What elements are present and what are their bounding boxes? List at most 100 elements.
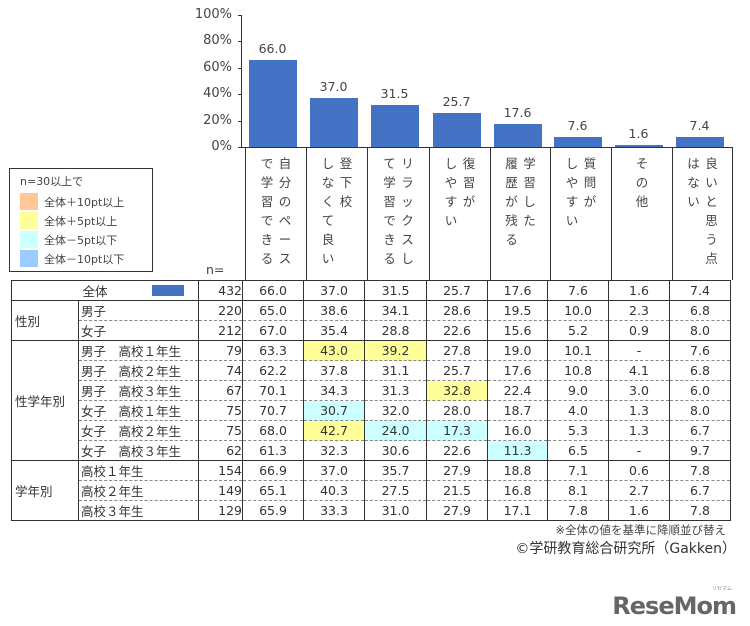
value-cell: 28.0 [426,400,488,421]
category-char: ク [401,213,414,228]
category-char: 質 [583,156,597,171]
value-cell: 8.0 [669,400,731,421]
value-cell: 6.8 [669,300,731,321]
row-sublabel: 男子 [78,300,199,321]
legend-swatch-blue [20,250,38,267]
value-cell: 19.5 [487,300,548,321]
row-sublabel: 女子 高校２年生 [78,420,199,441]
row-sublabel: 男子 高校２年生 [78,360,199,381]
category-char: う [705,232,718,247]
sample-size: 79 [198,340,243,361]
sample-size: 75 [198,420,243,441]
category-char: で [260,213,274,228]
value-cell: 8.0 [669,320,731,341]
value-cell: 4.1 [608,360,670,381]
category-char: 学 [260,175,274,190]
category-header: 復習がしやすい [429,148,490,280]
table-row: 男子 高校３年生 67 70.1 34.3 31.3 32.8 22.4 9.0 3.0 6.0 [12,380,731,401]
category-char: き [383,232,396,247]
value-cell: 31.3 [364,380,427,401]
value-cell: 37.0 [303,280,365,301]
row-sublabel: 女子 高校３年生 [78,440,199,461]
value-cell: 10.8 [547,360,609,381]
category-char: の [278,194,292,209]
table-row: 女子 212 67.0 35.4 28.8 22.6 15.6 5.2 0.9 8.0 [12,320,731,341]
table-row: 高校３年生 129 65.9 33.3 31.0 27.9 17.1 7.8 1.6 7.8 [12,500,731,521]
value-cell: 2.7 [608,480,670,501]
y-tick-label: 40% [203,86,232,101]
bar [615,144,663,147]
x-axis-line [241,147,733,148]
category-text-column: 履歴が残る [505,154,519,280]
category-char: い [444,213,458,228]
category-char: し [565,156,579,171]
value-cell: 30.6 [364,440,427,461]
value-cell: 4.0 [547,400,609,421]
bar [433,113,481,147]
category-header: 登下校しなくて良い [306,148,367,280]
legend-item: 全体－10pt以下 [20,249,152,268]
legend-label: 全体－5pt以下 [44,233,118,247]
bar-value-label: 7.4 [689,118,710,134]
category-char: 点 [705,251,718,266]
category-char: や [565,175,579,190]
category-char: 分 [278,175,292,190]
value-cell: 1.6 [608,280,670,301]
bar [249,59,297,147]
legend: n=30以上で 全体＋10pt以上 全体＋5pt以上 全体－5pt以下 全体－1… [9,168,153,272]
value-cell: 17.6 [487,280,548,301]
total-bar-swatch [152,285,184,296]
row-label-total: 全体 [11,280,199,301]
category-char: リ [401,156,414,171]
category-char: 習 [462,175,476,190]
category-char: す [565,194,579,209]
category-char: で [383,213,396,228]
category-header: 質問がしやすい [550,148,611,280]
value-cell: 31.5 [364,280,427,301]
value-cell: 31.1 [364,360,427,381]
value-cell: 5.2 [547,320,609,341]
value-cell: 40.3 [303,480,365,501]
category-char: い [565,213,579,228]
category-char: る [505,232,518,247]
value-cell: 25.7 [426,280,488,301]
sample-size: 149 [198,480,243,501]
category-text-column: 登下校 [339,154,353,280]
value-cell: 9.7 [669,440,731,461]
value-cell: 65.0 [242,300,304,321]
value-cell: - [608,340,670,361]
value-cell: 66.9 [242,460,304,481]
copyright: ©学研教育総合研究所（Gakken） [515,541,736,557]
category-char: し [401,251,414,266]
group-label: 性別 [11,300,79,341]
value-cell: 63.3 [242,340,304,361]
value-cell: 18.8 [487,460,548,481]
category-char: ラ [401,175,414,190]
category-char: ペ [278,213,292,228]
value-cell: 68.0 [242,420,304,441]
sample-size: 212 [198,320,243,341]
category-char: 残 [505,213,518,228]
value-cell: 6.5 [547,440,609,461]
category-char: 思 [705,213,718,228]
category-char: す [444,194,458,209]
n-header: n= [206,262,225,277]
table-row: 女子 高校３年生 62 61.3 32.3 30.6 22.6 11.3 6.5-9.7 [12,440,731,461]
value-cell: 1.3 [608,420,670,441]
y-tick-label: 60% [203,60,232,75]
value-cell: 7.4 [669,280,731,301]
category-char: が [505,194,518,209]
value-cell: 7.8 [669,460,731,481]
sample-size: 129 [198,500,243,521]
category-char: 学 [383,175,396,190]
row-sublabel: 男子 高校３年生 [78,380,199,401]
category-char: 復 [462,156,476,171]
y-tick-label: 20% [203,113,232,128]
value-cell: 1.3 [608,400,670,421]
value-cell: 0.9 [608,320,670,341]
category-char: な [321,175,335,190]
category-char: が [583,194,597,209]
category-char: く [321,194,335,209]
value-cell: 32.8 [426,380,488,401]
category-char: し [321,156,335,171]
